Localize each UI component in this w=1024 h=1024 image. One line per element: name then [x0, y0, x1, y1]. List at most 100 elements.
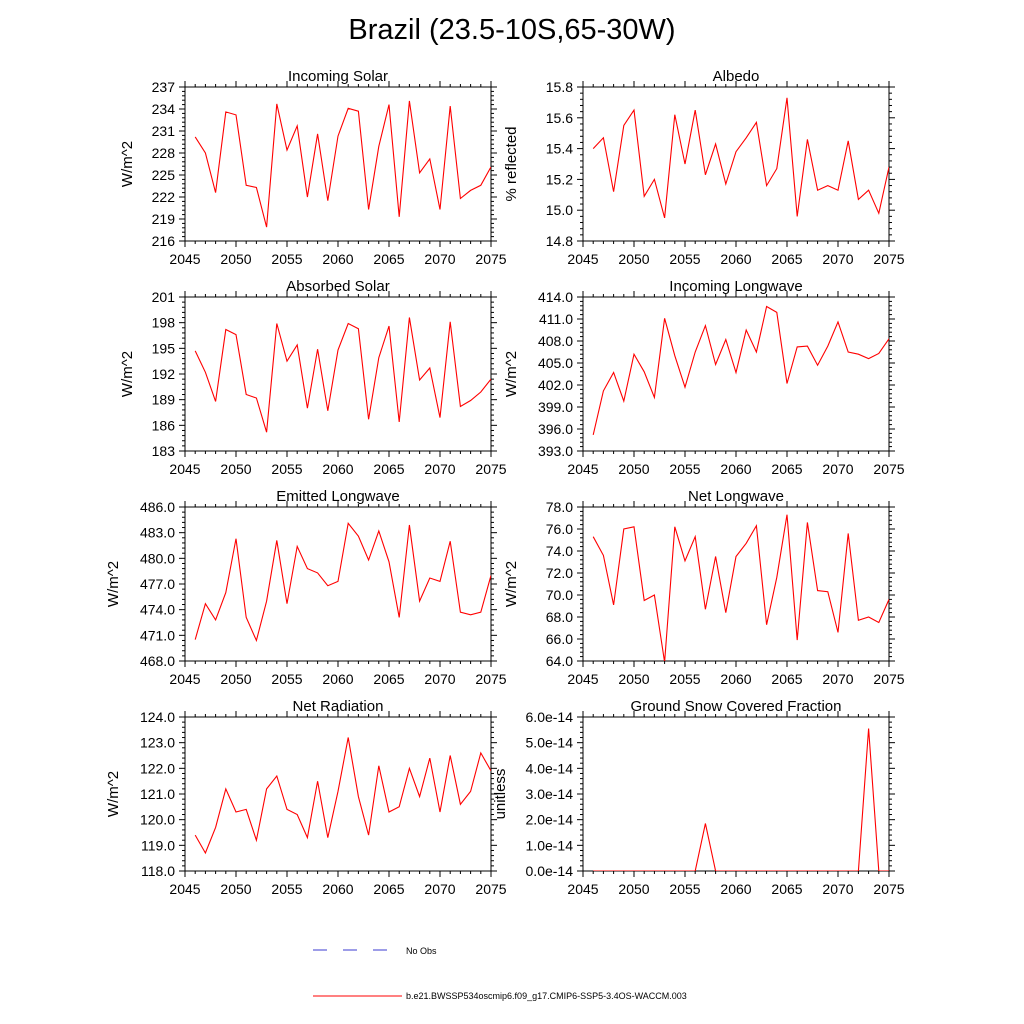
- data-point: [684, 386, 686, 388]
- data-point: [613, 604, 615, 606]
- data-point: [347, 523, 349, 525]
- x-tick-label: 2075: [475, 671, 506, 687]
- data-point: [705, 325, 707, 327]
- data-point: [439, 811, 441, 813]
- data-point: [266, 788, 268, 790]
- data-point: [664, 661, 666, 663]
- x-tick-label: 2045: [567, 251, 598, 267]
- data-point: [439, 581, 441, 583]
- data-point: [776, 312, 778, 314]
- data-point: [460, 198, 462, 200]
- data-point: [786, 870, 788, 872]
- series-line: [592, 305, 889, 436]
- x-tick-label: 2070: [424, 251, 455, 267]
- data-point: [398, 216, 400, 218]
- chart-panel-3: Absorbed Solar W/m^2 183 186 189 192 195 198 201…: [119, 278, 507, 477]
- data-point: [786, 514, 788, 516]
- data-point: [827, 870, 829, 872]
- data-point: [449, 755, 451, 757]
- x-tick-label: 2060: [322, 671, 353, 687]
- y-tick-label: 15.6: [546, 110, 573, 126]
- data-point: [409, 317, 411, 319]
- data-point: [194, 834, 196, 836]
- series-line: [592, 97, 889, 219]
- y-tick-label: 396.0: [538, 421, 573, 437]
- y-tick-label: 5.0e-14: [526, 735, 574, 751]
- x-tick-label: 2060: [720, 461, 751, 477]
- data-point: [786, 383, 788, 385]
- data-point: [378, 530, 380, 532]
- x-tick-label: 2050: [220, 251, 251, 267]
- data-point: [347, 108, 349, 110]
- data-point: [266, 431, 268, 433]
- y-tick-label: 64.0: [546, 653, 573, 669]
- data-point: [286, 360, 288, 362]
- y-axis-label: W/m^2: [105, 771, 122, 817]
- data-point: [776, 870, 778, 872]
- data-point: [358, 796, 360, 798]
- legend-model-label: b.e21.BWSSP534oscmip6.f09_g17.CMIP6-SSP5…: [406, 991, 687, 1001]
- series-line: [194, 737, 491, 855]
- data-point: [654, 594, 656, 596]
- y-tick-label: 121.0: [140, 786, 175, 802]
- data-point: [684, 560, 686, 562]
- x-tick-label: 2055: [669, 251, 700, 267]
- data-point: [245, 617, 247, 619]
- y-tick-label: 14.8: [546, 233, 573, 249]
- data-point: [786, 97, 788, 99]
- data-point: [705, 823, 707, 825]
- data-point: [480, 752, 482, 754]
- x-tick-label: 2060: [720, 671, 751, 687]
- y-tick-label: 225: [152, 167, 176, 183]
- data-point: [398, 421, 400, 423]
- y-tick-label: 228: [152, 145, 176, 161]
- data-point: [378, 357, 380, 359]
- chart-title: Net Radiation: [293, 698, 384, 715]
- y-tick-label: 231: [152, 123, 176, 139]
- x-tick-label: 2055: [669, 461, 700, 477]
- y-tick-label: 15.4: [546, 141, 573, 157]
- x-tick-label: 2055: [669, 881, 700, 897]
- x-tick-label: 2075: [873, 671, 904, 687]
- data-point: [674, 114, 676, 116]
- chart-title: Net Longwave: [688, 488, 784, 505]
- data-point: [398, 617, 400, 619]
- x-tick-label: 2050: [618, 881, 649, 897]
- data-point: [613, 870, 615, 872]
- data-point: [368, 209, 370, 211]
- data-point: [776, 168, 778, 170]
- x-tick-label: 2050: [618, 251, 649, 267]
- x-tick-label: 2055: [271, 251, 302, 267]
- data-point: [807, 345, 809, 347]
- data-point: [409, 100, 411, 102]
- y-tick-label: 399.0: [538, 399, 573, 415]
- data-point: [745, 137, 747, 139]
- data-point: [480, 185, 482, 187]
- series-line: [592, 514, 889, 661]
- data-point: [470, 190, 472, 192]
- x-tick-label: 2045: [169, 461, 200, 477]
- data-point: [603, 870, 605, 872]
- y-tick-label: 201: [152, 289, 176, 305]
- data-point: [766, 624, 768, 626]
- data-point: [705, 174, 707, 176]
- data-point: [735, 870, 737, 872]
- y-tick-label: 474.0: [140, 602, 175, 618]
- data-point: [276, 540, 278, 542]
- data-point: [664, 318, 666, 320]
- data-point: [205, 603, 207, 605]
- data-point: [439, 209, 441, 211]
- chart-panel-2: Albedo % reflected 14.8 15.0 15.2 15.4 15.6 15.…: [503, 68, 905, 267]
- data-point: [807, 522, 809, 524]
- data-point: [225, 329, 227, 331]
- legend: No Obs b.e21.BWSSP534oscmip6.f09_g17.CMIP…: [313, 946, 687, 1001]
- y-axis-label: % reflected: [503, 126, 520, 201]
- data-point: [419, 379, 421, 381]
- data-point: [266, 226, 268, 228]
- y-axis-label: W/m^2: [119, 351, 136, 397]
- y-tick-label: 70.0: [546, 587, 573, 603]
- data-point: [817, 870, 819, 872]
- data-point: [276, 775, 278, 777]
- x-tick-label: 2060: [720, 881, 751, 897]
- x-tick-label: 2055: [271, 461, 302, 477]
